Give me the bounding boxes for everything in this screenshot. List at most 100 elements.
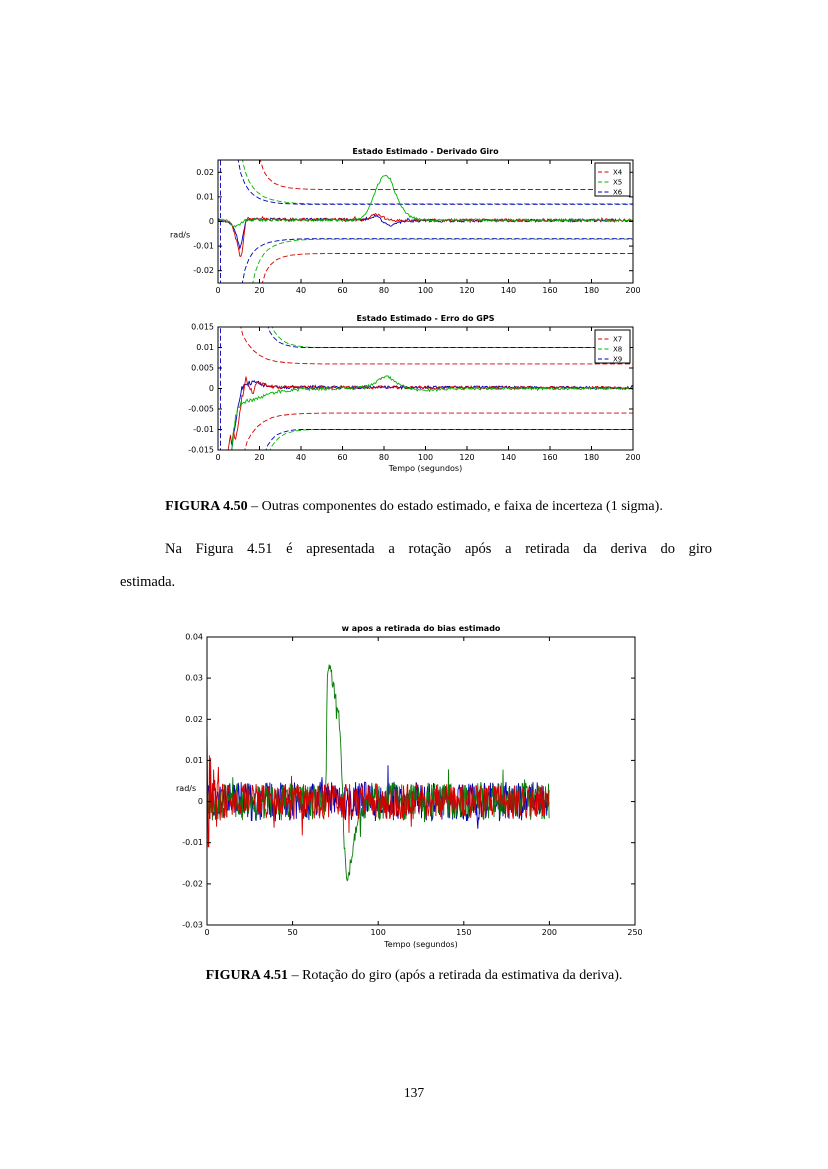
series-X5-estimate	[218, 174, 633, 228]
chart-rotacao-apos-retirada-bias: 0 50 100 150 200 250 0.04 0.03 0.02 0.01 0 -0.01 -0.…	[158, 620, 663, 962]
y-tick-label: -0.015	[188, 446, 214, 455]
legend-label: X6	[613, 189, 623, 197]
series-X8-estimate	[231, 375, 633, 450]
series-w-green-component	[207, 664, 550, 882]
x-tick-label: 140	[501, 286, 516, 295]
y-tick-label: 0.04	[185, 633, 203, 642]
legend-label: X8	[613, 346, 622, 354]
y-tick-label: 0.02	[196, 168, 214, 177]
x-tick-label: 180	[584, 286, 599, 295]
x-axis-label: Tempo (segundos)	[388, 464, 462, 473]
series-X4-sigma-lower	[261, 253, 633, 283]
figure-caption-4-51-label: FIGURA 4.51	[205, 968, 289, 983]
y-tick-label: 0.03	[185, 674, 203, 683]
series-w-red-component	[207, 727, 550, 848]
x-tick-label: 140	[501, 453, 516, 462]
chart-title: Estado Estimado - Derivado Giro	[352, 147, 499, 156]
chart-series-group	[220, 327, 633, 450]
body-paragraph-line-2: estimada.	[120, 574, 176, 590]
x-tick-label: 100	[418, 453, 433, 462]
x-tick-label: 150	[456, 928, 471, 937]
y-tick-label: 0.01	[196, 192, 214, 201]
y-tick-label: -0.01	[182, 838, 203, 847]
page-number: 137	[403, 1085, 425, 1100]
legend-box	[594, 329, 631, 364]
y-tick-label: 0.005	[191, 364, 214, 373]
chart-estado-estimado-derivado-giro: 0 20 40 60 80 100 120 140 160 180 200 0.02 0.01 0 -0.0…	[160, 143, 655, 308]
y-tick-label: 0.01	[185, 756, 203, 765]
x-tick-label: 160	[542, 453, 557, 462]
y-tick-label: -0.02	[193, 266, 214, 275]
body-paragraph: Na Figura 4.51 é apresentada a rotação a…	[120, 533, 712, 599]
x-tick-label: 60	[337, 453, 347, 462]
x-tick-label: 0	[204, 928, 209, 937]
x-tick-label: 40	[296, 286, 306, 295]
x-tick-label: 50	[288, 928, 298, 937]
chart-title: w apos a retirada do bias estimado	[342, 624, 501, 633]
series-X5-sigma-lower	[252, 238, 633, 283]
x-tick-label: 200	[625, 453, 640, 462]
series-X6-sigma-lower	[241, 238, 633, 283]
legend-box	[594, 162, 631, 197]
series-X9-sigma-upper	[267, 327, 633, 348]
chart-estado-estimado-erro-gps: 0 20 40 60 80 100 120 140 160 180 200 0.015 0.01 0.00…	[160, 311, 655, 483]
chart-svg: 0 20 40 60 80 100 120 140 160 180 200 0.02 0.01 0 -0.0…	[170, 147, 641, 295]
y-tick-label: 0.02	[185, 715, 203, 724]
legend-label: X9	[613, 356, 622, 364]
x-tick-label: 120	[459, 453, 474, 462]
series-X7-estimate	[227, 376, 633, 450]
y-tick-label: -0.01	[193, 242, 214, 251]
chart-title: Estado Estimado - Erro do GPS	[357, 314, 495, 323]
x-tick-label: 160	[542, 286, 557, 295]
series-X7-sigma-lower	[244, 412, 633, 450]
legend-label: X7	[613, 336, 622, 344]
series-X7-sigma-upper	[240, 327, 633, 365]
x-tick-label: 200	[542, 928, 557, 937]
y-tick-label: -0.02	[182, 879, 203, 888]
chart-series-group	[218, 160, 633, 283]
y-axis-label: rad/s	[176, 784, 196, 793]
y-axis-label: rad/s	[170, 231, 190, 240]
x-tick-label: 80	[379, 453, 389, 462]
y-tick-label: 0	[209, 384, 214, 393]
y-tick-label: -0.03	[182, 921, 203, 930]
series-X8-sigma-upper	[271, 327, 633, 348]
x-tick-label: 60	[337, 286, 347, 295]
figure-caption-4-50-label: FIGURA 4.50	[165, 499, 248, 514]
plot-box	[206, 636, 636, 926]
y-tick-label: -0.005	[188, 405, 214, 414]
y-tick-label: 0	[198, 797, 203, 806]
x-tick-label: 20	[254, 453, 264, 462]
body-paragraph-line-1: Na Figura 4.51 é apresentada a rotação a…	[165, 541, 712, 557]
figure-caption-4-50: FIGURA 4.50 – Outras componentes do esta…	[60, 497, 768, 517]
figure-caption-4-50-text: – Outras componentes do estado estimado,…	[247, 499, 663, 514]
x-tick-label: 0	[215, 286, 220, 295]
chart-series-group	[207, 664, 550, 882]
figure-caption-4-51-text: – Rotação do giro (após a retirada da es…	[288, 968, 623, 983]
y-tick-label: 0	[209, 217, 214, 226]
x-tick-label: 250	[627, 928, 642, 937]
x-tick-label: 180	[584, 453, 599, 462]
x-tick-label: 80	[379, 286, 389, 295]
x-tick-label: 200	[625, 286, 640, 295]
x-tick-label: 120	[459, 286, 474, 295]
legend-label: X4	[613, 169, 623, 177]
series-X5-sigma-upper	[242, 160, 633, 205]
chart-svg: 0 50 100 150 200 250 0.04 0.03 0.02 0.01 0 -0.01 -0.…	[176, 624, 643, 949]
y-tick-label: 0.01	[196, 343, 214, 352]
x-axis-label: Tempo (segundos)	[383, 940, 457, 949]
chart-svg: 0 20 40 60 80 100 120 140 160 180 200 0.015 0.01 0.00…	[188, 314, 640, 473]
y-tick-label: -0.01	[193, 425, 214, 434]
x-tick-label: 20	[254, 286, 264, 295]
legend-label: X5	[613, 179, 622, 187]
series-X4-sigma-upper	[259, 160, 633, 190]
x-tick-label: 40	[296, 453, 306, 462]
series-X6-sigma-upper	[237, 160, 633, 205]
series-X9-sigma-lower	[265, 429, 633, 450]
x-tick-label: 0	[215, 453, 220, 462]
x-tick-label: 100	[371, 928, 386, 937]
series-X8-sigma-lower	[269, 429, 633, 450]
figure-caption-4-51: FIGURA 4.51 – Rotação do giro (após a re…	[60, 966, 768, 986]
y-tick-label: 0.015	[191, 323, 214, 332]
